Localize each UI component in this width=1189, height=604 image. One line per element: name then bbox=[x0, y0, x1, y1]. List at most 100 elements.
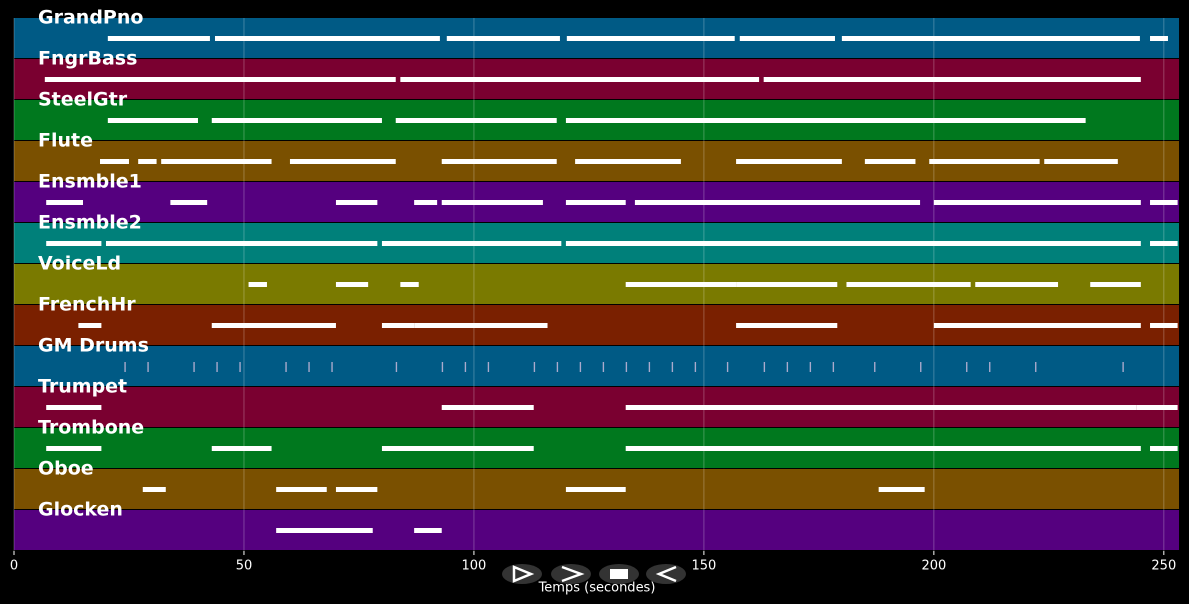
note bbox=[1122, 362, 1124, 372]
note bbox=[625, 405, 1137, 410]
note bbox=[107, 36, 210, 41]
rewind-button[interactable] bbox=[646, 564, 686, 584]
note bbox=[414, 528, 442, 533]
note bbox=[400, 77, 760, 82]
note bbox=[147, 362, 149, 372]
note bbox=[763, 362, 766, 372]
note bbox=[671, 362, 674, 372]
note bbox=[565, 200, 626, 205]
note bbox=[933, 200, 1141, 205]
track-label: GrandPno bbox=[38, 7, 143, 29]
x-tick-label: 0 bbox=[10, 559, 18, 574]
track-label: Ensmble2 bbox=[38, 212, 142, 234]
note bbox=[335, 282, 369, 287]
track-label: Glocken bbox=[38, 499, 123, 521]
note bbox=[308, 362, 310, 372]
note bbox=[170, 200, 208, 205]
note bbox=[276, 528, 373, 533]
note bbox=[648, 362, 651, 372]
note bbox=[736, 282, 838, 287]
note bbox=[441, 200, 543, 205]
note bbox=[566, 36, 735, 41]
note bbox=[46, 200, 83, 205]
note bbox=[565, 118, 1086, 123]
track-label: SteelGtr bbox=[38, 89, 128, 111]
note bbox=[832, 362, 835, 372]
note bbox=[46, 241, 102, 246]
note bbox=[100, 159, 129, 164]
note bbox=[1035, 362, 1037, 372]
note bbox=[211, 323, 336, 328]
track-label: GM Drums bbox=[38, 335, 149, 357]
note bbox=[864, 159, 916, 164]
note bbox=[989, 362, 991, 372]
note bbox=[736, 323, 838, 328]
x-tick-label: 150 bbox=[691, 559, 716, 574]
note bbox=[46, 405, 102, 410]
note bbox=[579, 362, 582, 372]
note bbox=[933, 323, 1141, 328]
note bbox=[381, 323, 415, 328]
note bbox=[441, 405, 534, 410]
note bbox=[1150, 446, 1178, 451]
note bbox=[556, 362, 559, 372]
stop-button[interactable] bbox=[599, 564, 639, 584]
note bbox=[602, 362, 605, 372]
note bbox=[441, 362, 444, 372]
note bbox=[625, 282, 737, 287]
note bbox=[395, 362, 398, 372]
note bbox=[1150, 200, 1178, 205]
track-label: Oboe bbox=[38, 458, 94, 480]
play-selection-button[interactable] bbox=[502, 564, 542, 584]
note bbox=[138, 159, 157, 164]
note bbox=[335, 200, 378, 205]
note bbox=[874, 362, 876, 372]
note bbox=[975, 282, 1059, 287]
note bbox=[381, 241, 562, 246]
button-bg[interactable] bbox=[551, 564, 591, 584]
x-tick-label: 250 bbox=[1151, 559, 1176, 574]
track-label: FrenchHr bbox=[38, 294, 136, 316]
icon bbox=[561, 565, 585, 583]
play-button[interactable] bbox=[551, 564, 591, 584]
track-label: FngrBass bbox=[38, 48, 137, 70]
note bbox=[276, 487, 327, 492]
note bbox=[446, 36, 560, 41]
note bbox=[809, 362, 812, 372]
note bbox=[335, 487, 378, 492]
note bbox=[46, 446, 102, 451]
note bbox=[533, 362, 536, 372]
button-bg[interactable] bbox=[646, 564, 686, 584]
note bbox=[1090, 282, 1141, 287]
note bbox=[193, 362, 195, 372]
note bbox=[441, 159, 557, 164]
note bbox=[739, 36, 835, 41]
icon bbox=[512, 565, 535, 583]
button-bg[interactable] bbox=[502, 564, 542, 584]
icon bbox=[655, 565, 677, 583]
note bbox=[565, 487, 626, 492]
note bbox=[381, 446, 534, 451]
x-tick-label: 50 bbox=[236, 559, 253, 574]
note bbox=[1044, 159, 1118, 164]
note bbox=[786, 362, 789, 372]
x-axis-label: Temps (secondes) bbox=[538, 581, 656, 596]
note bbox=[1150, 241, 1178, 246]
note bbox=[625, 446, 1141, 451]
note bbox=[211, 118, 382, 123]
track-band bbox=[14, 510, 1179, 550]
track-label: Ensmble1 bbox=[38, 171, 142, 193]
note bbox=[1136, 405, 1178, 410]
note bbox=[878, 487, 925, 492]
note bbox=[44, 77, 396, 82]
note bbox=[248, 282, 267, 287]
note bbox=[414, 323, 548, 328]
note bbox=[634, 200, 921, 205]
note bbox=[161, 159, 272, 164]
note bbox=[142, 487, 166, 492]
note bbox=[575, 159, 681, 164]
note bbox=[487, 362, 490, 372]
note bbox=[1150, 36, 1168, 41]
note bbox=[395, 118, 557, 123]
note bbox=[736, 159, 842, 164]
